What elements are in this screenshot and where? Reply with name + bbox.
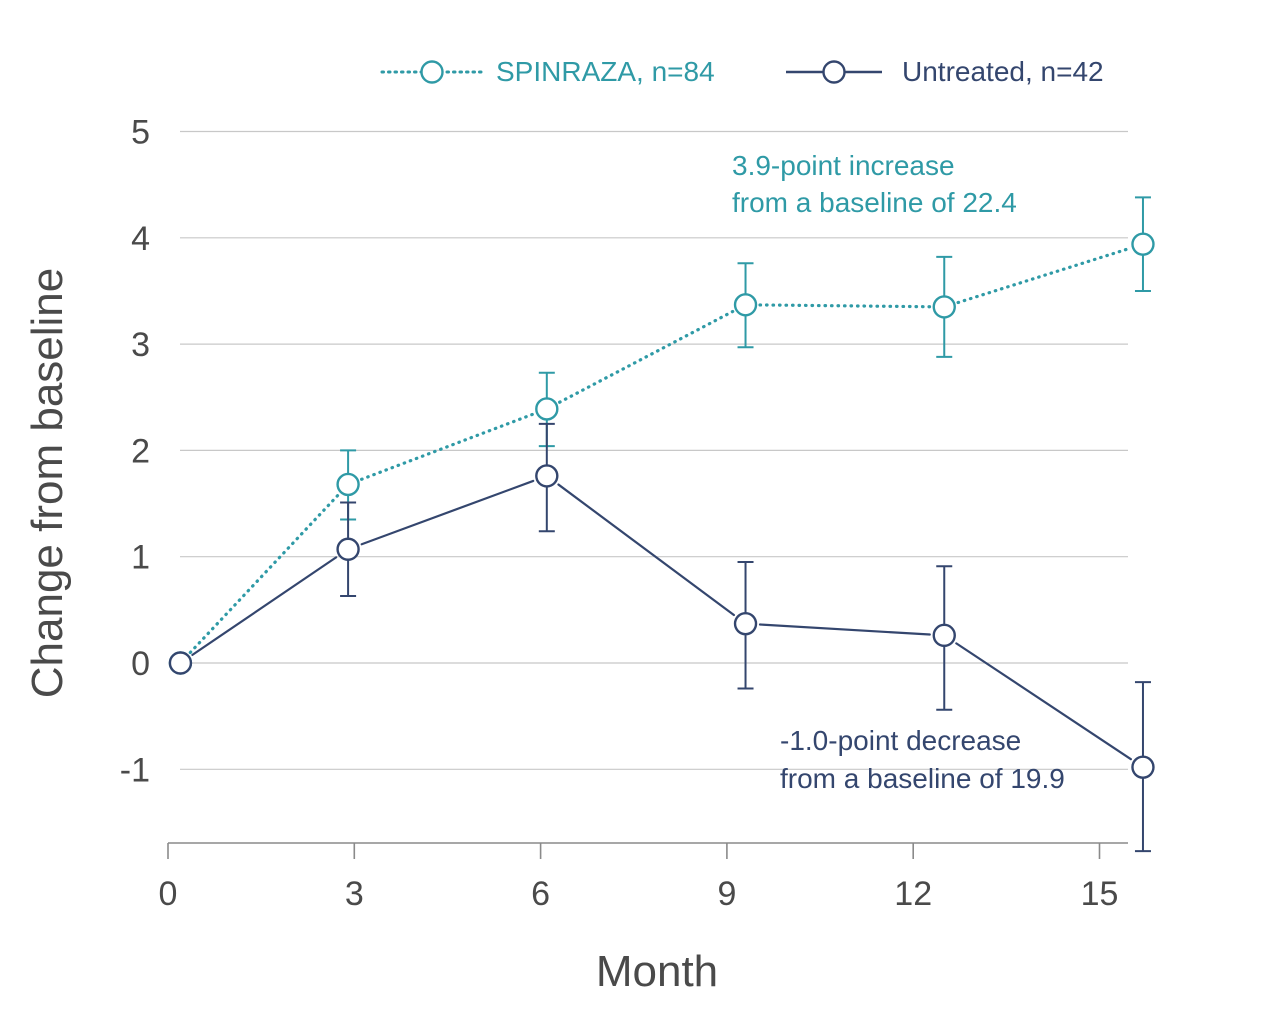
legend-marker-untreated xyxy=(822,60,846,84)
series-line-segment xyxy=(188,493,340,655)
x-tick-label: 12 xyxy=(894,875,932,913)
annotation-spinraza: 3.9-point increase from a baseline of 22… xyxy=(732,150,1017,218)
y-tick-label: -1 xyxy=(120,751,150,789)
data-point xyxy=(168,651,193,675)
y-tick-label: 1 xyxy=(131,539,150,577)
x-tick-label: 0 xyxy=(159,875,178,913)
series-line-segment xyxy=(191,556,338,656)
annotation-untreated-subtext: from a baseline of 19.9 xyxy=(780,763,1065,794)
y-tick-label: 5 xyxy=(131,114,150,152)
legend-label-spinraza: SPINRAZA, n=84 xyxy=(496,56,715,87)
series-layer xyxy=(168,196,1155,853)
series-line-segment xyxy=(956,246,1131,305)
y-tick-label: 2 xyxy=(131,432,150,470)
series-line-segment xyxy=(360,479,535,546)
series-line-segment xyxy=(360,412,535,481)
y-tick-label: 0 xyxy=(131,645,150,683)
annotation-spinraza-subtext: from a baseline of 22.4 xyxy=(732,187,1017,218)
series-line-segment xyxy=(557,483,735,617)
series-1 xyxy=(168,422,1155,853)
annotation-untreated-title: -1.0-point decrease xyxy=(780,725,1021,756)
y-tick-label: 3 xyxy=(131,326,150,364)
series-line-segment xyxy=(758,623,931,636)
x-tick-label: 6 xyxy=(531,875,550,913)
series-line-segment xyxy=(558,309,735,404)
annotation-spinraza-title: 3.9-point increase xyxy=(732,150,955,181)
data-point xyxy=(932,295,956,319)
data-point xyxy=(535,397,559,421)
x-tick-label: 15 xyxy=(1081,875,1119,913)
data-point xyxy=(1131,755,1155,779)
data-point xyxy=(733,293,758,317)
series-line-segment xyxy=(955,642,1132,761)
x-axis-title: Month xyxy=(596,947,718,996)
y-axis-title: Change from baseline xyxy=(23,268,72,698)
grid-lines xyxy=(180,130,1128,770)
legend: SPINRAZA, n=84 Untreated, n=42 xyxy=(380,56,1104,87)
y-tick-label: 4 xyxy=(131,220,150,258)
data-point xyxy=(1131,232,1155,256)
data-point xyxy=(733,611,758,636)
legend-marker-spinraza xyxy=(420,60,444,84)
x-axis xyxy=(167,842,1128,859)
data-point xyxy=(535,464,559,488)
legend-label-untreated: Untreated, n=42 xyxy=(902,56,1104,87)
series-line-segment xyxy=(758,303,932,309)
series-0 xyxy=(168,196,1155,675)
annotation-untreated: -1.0-point decrease from a baseline of 1… xyxy=(780,725,1065,794)
data-point xyxy=(336,472,360,497)
data-point xyxy=(336,537,360,561)
x-tick-label: 3 xyxy=(345,875,364,913)
data-point xyxy=(932,623,956,648)
x-tick-label: 9 xyxy=(717,875,736,913)
